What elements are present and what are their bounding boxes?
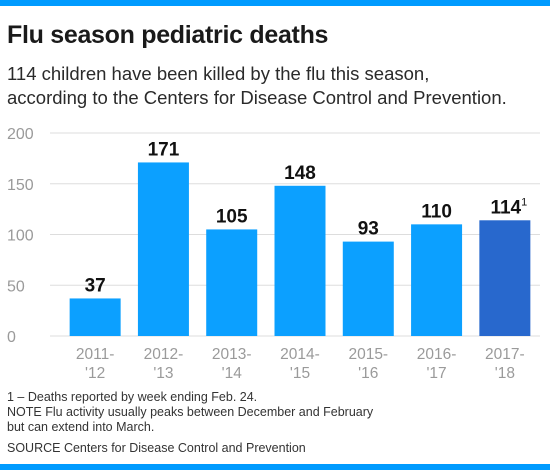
y-tick-label: 200 — [7, 126, 34, 143]
x-tick-label: 2016- — [417, 346, 457, 363]
data-label: 148 — [284, 163, 316, 184]
data-label: 105 — [216, 206, 248, 227]
y-tick-label: 150 — [7, 177, 34, 194]
top-accent-bar — [0, 0, 550, 6]
chart-title: Flu season pediatric deaths — [7, 21, 329, 49]
y-tick-label: 100 — [7, 228, 34, 245]
note-line: NOTE Flu activity usually peaks between … — [7, 405, 374, 419]
x-tick-label: 2014- — [280, 346, 320, 363]
x-tick-label: '13 — [153, 365, 173, 382]
x-tick-label: '18 — [495, 365, 515, 382]
bar — [69, 298, 121, 336]
bar — [479, 220, 531, 336]
bottom-accent-bar — [0, 464, 550, 470]
bar — [411, 224, 463, 336]
chart-notes: 1 – Deaths reported by week ending Feb. … — [7, 390, 373, 435]
bar — [342, 241, 394, 336]
data-label: 37 — [85, 275, 106, 296]
note-line: but can extend into March. — [7, 420, 155, 434]
bar — [206, 229, 258, 336]
x-tick-label: 2012- — [144, 346, 184, 363]
chart-subtitle: 114 children have been killed by the flu… — [7, 62, 547, 110]
source-credit: SOURCE Centers for Disease Control and P… — [7, 441, 306, 455]
subtitle-line: according to the Centers for Disease Con… — [7, 87, 507, 108]
subtitle-line: 114 children have been killed by the flu… — [7, 63, 430, 84]
x-tick-label: '17 — [426, 365, 446, 382]
x-tick-label: '15 — [290, 365, 310, 382]
x-tick-label: 2011- — [76, 346, 115, 363]
x-tick-label: '14 — [222, 365, 243, 382]
data-label: 1141 — [490, 196, 527, 218]
x-tick-label: '12 — [85, 365, 105, 382]
footnote: 1 – Deaths reported by week ending Feb. … — [7, 390, 258, 404]
bar-chart: 0 50 100 150 200 37 2011- '12 171 2012- '13 105 2013… — [7, 126, 540, 382]
data-label: 110 — [421, 201, 452, 222]
x-tick-label: 2015- — [348, 346, 388, 363]
bar — [274, 185, 326, 336]
data-label: 93 — [358, 219, 379, 240]
data-label: 171 — [148, 139, 180, 160]
y-tick-label: 50 — [7, 278, 25, 295]
bar — [137, 162, 189, 336]
x-tick-label: 2017- — [485, 346, 525, 363]
x-tick-label: 2013- — [212, 346, 252, 363]
y-tick-label: 0 — [7, 329, 16, 346]
x-tick-label: '16 — [358, 365, 378, 382]
